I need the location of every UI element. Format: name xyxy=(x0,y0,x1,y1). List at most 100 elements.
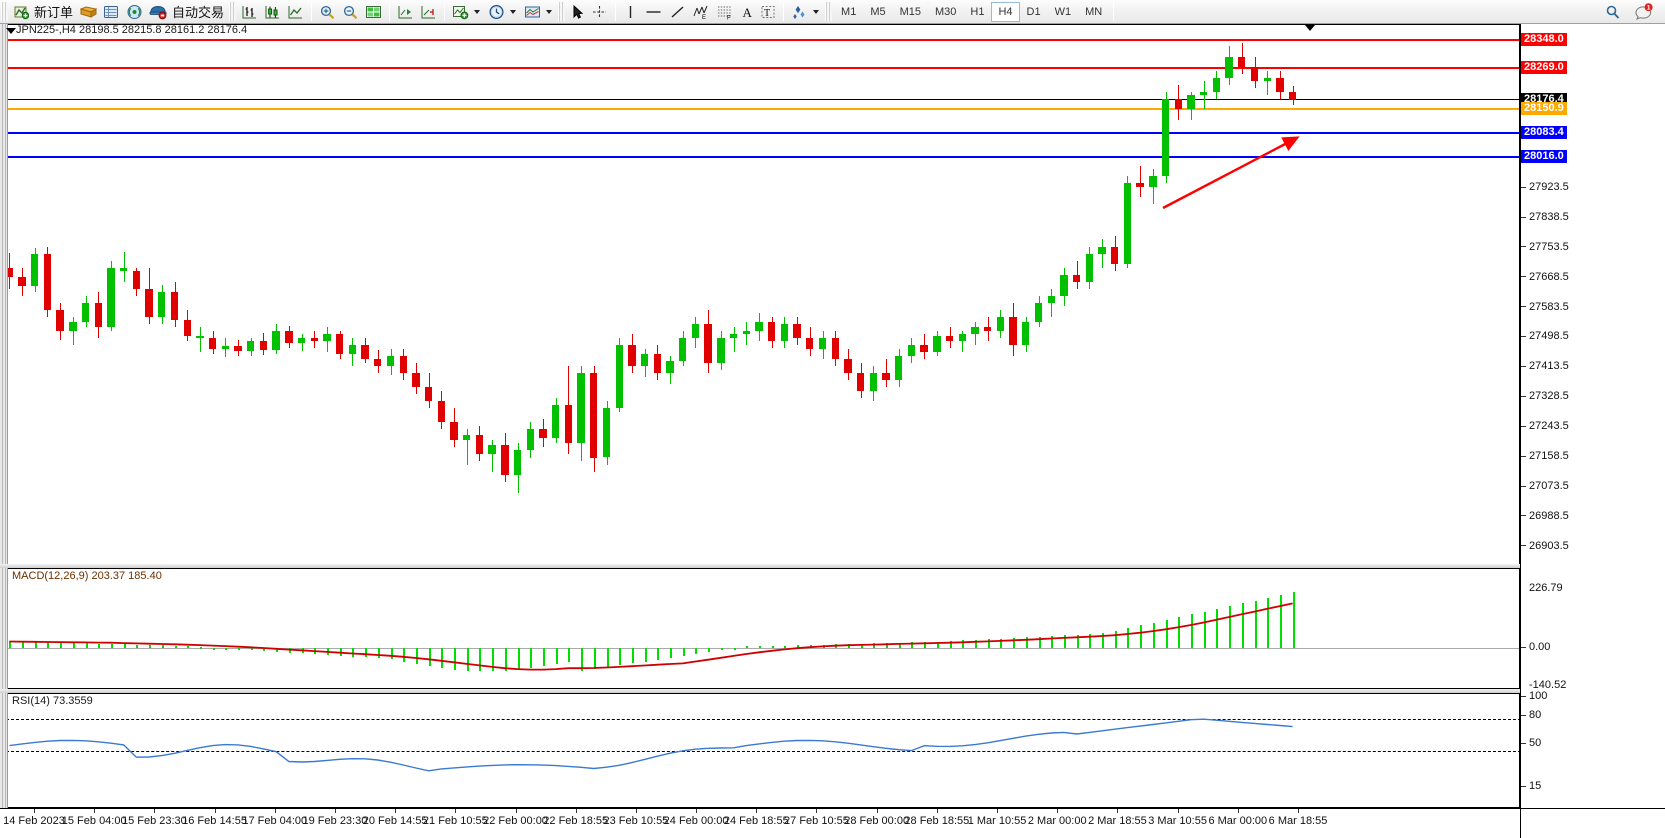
price-line-support-2[interactable] xyxy=(1,155,1519,158)
autotrading-label[interactable]: 自动交易 xyxy=(172,5,225,20)
timeframe-w1[interactable]: W1 xyxy=(1054,5,1072,18)
trend-arrow[interactable] xyxy=(1,25,1519,564)
add-indicator-icon[interactable] xyxy=(449,1,472,23)
macd-histogram-bar xyxy=(238,648,240,650)
price-line-resistance-1[interactable] xyxy=(1,66,1519,69)
candle-body xyxy=(386,355,395,367)
cursor-icon[interactable] xyxy=(567,1,588,23)
text-icon[interactable]: A xyxy=(737,1,757,23)
candle-body xyxy=(1022,322,1030,345)
data-window-icon[interactable] xyxy=(100,1,123,23)
timeframe-m5[interactable]: M5 xyxy=(870,5,886,18)
chart-area[interactable]: JPN225-,H4 28198.5 28215.8 28161.2 28176… xyxy=(0,24,1665,838)
toolbar-grip-1[interactable] xyxy=(1,2,8,21)
templates-icon[interactable] xyxy=(521,1,544,23)
time-tick-mark xyxy=(34,809,35,813)
candle-body xyxy=(793,323,801,338)
zoom-out-icon[interactable] xyxy=(339,1,362,23)
candle-body xyxy=(1047,295,1055,303)
text-label-icon[interactable]: T xyxy=(757,1,779,23)
autotrading-icon[interactable] xyxy=(146,1,170,23)
macd-histogram-bar xyxy=(607,648,609,668)
candle-body xyxy=(513,450,522,476)
vertical-line-icon[interactable] xyxy=(620,1,641,23)
price-line-pivot[interactable] xyxy=(1,108,1519,111)
macd-pane-grip[interactable] xyxy=(0,568,8,689)
elliott-wave-icon[interactable]: E xyxy=(689,1,713,23)
search-icon[interactable] xyxy=(1601,1,1625,23)
shapes-icon[interactable] xyxy=(788,1,811,23)
timeframe-m15[interactable]: M15 xyxy=(899,5,921,18)
scroll-end-icon[interactable] xyxy=(394,1,417,23)
period-icon[interactable] xyxy=(485,1,508,23)
candle-body xyxy=(196,336,204,338)
rsi-pane-grip[interactable] xyxy=(0,693,8,808)
price-tick: 27158.5 xyxy=(1521,450,1665,462)
candle-wick xyxy=(467,429,468,465)
timeframe-h4[interactable]: H4 xyxy=(991,1,1020,22)
shapes-dropdown-caret[interactable] xyxy=(813,9,820,14)
macd-histogram-bar xyxy=(111,643,113,648)
macd-histogram-bar xyxy=(1026,637,1028,648)
pane-divider-rsi[interactable] xyxy=(0,689,1520,693)
price-label-resistance-2[interactable]: 28348.0 xyxy=(1521,32,1567,46)
toolbar-grip-2[interactable] xyxy=(229,2,237,21)
macd-histogram-bar xyxy=(263,648,265,652)
time-tick-mark xyxy=(214,809,216,813)
timeframe-m30[interactable]: M30 xyxy=(935,5,957,18)
price-scale[interactable]: 27923.5 27838.5 27753.5 27668.5 27583.5 27498… xyxy=(1520,24,1665,808)
folder-icon[interactable] xyxy=(77,1,100,23)
price-line-current-price[interactable] xyxy=(1,99,1519,101)
time-scale[interactable]: 14 Feb 2023 15 Feb 04:00 15 Feb 23:30 16 Fe… xyxy=(0,808,1665,838)
add-indicator-dropdown-caret[interactable] xyxy=(474,9,481,14)
toolbar-grip-3[interactable] xyxy=(558,2,566,21)
macd-histogram-bar xyxy=(670,648,672,658)
chart-shift-icon[interactable] xyxy=(417,1,440,23)
timeframe-mn[interactable]: MN xyxy=(1085,5,1103,18)
horizontal-line-icon[interactable] xyxy=(641,1,666,23)
templates-dropdown-caret[interactable] xyxy=(546,9,553,14)
candlestick-chart-icon[interactable] xyxy=(261,1,284,23)
macd-histogram-bar xyxy=(505,648,507,671)
price-label-pivot[interactable]: 28150.9 xyxy=(1521,102,1567,116)
candle-body xyxy=(958,334,966,342)
toolbar-grip-4[interactable] xyxy=(825,2,833,21)
candle-body xyxy=(1187,95,1195,110)
time-tick-mark xyxy=(1177,809,1179,813)
price-line-resistance-2[interactable] xyxy=(1,38,1519,41)
chart-collapse-caret[interactable] xyxy=(6,28,16,34)
chat-icon[interactable]: 1 xyxy=(1631,1,1657,23)
price-label-support-1[interactable]: 28083.4 xyxy=(1521,125,1567,139)
pane-divider-macd[interactable] xyxy=(0,564,1520,568)
macd-pane[interactable] xyxy=(0,568,1520,689)
price-chart-pane[interactable] xyxy=(0,24,1520,564)
bar-chart-icon[interactable] xyxy=(238,1,261,23)
fibonacci-icon[interactable]: F xyxy=(713,1,737,23)
time-tick-mark xyxy=(997,809,999,813)
timeframe-d1[interactable]: D1 xyxy=(1026,5,1041,18)
candle-body xyxy=(488,445,496,454)
main-pane-grip[interactable] xyxy=(0,24,8,564)
line-chart-icon[interactable] xyxy=(284,1,307,23)
period-dropdown-caret[interactable] xyxy=(510,9,517,14)
candle-body xyxy=(755,322,763,331)
price-label-resistance-1[interactable]: 28269.0 xyxy=(1521,60,1567,74)
rsi-pane[interactable] xyxy=(0,693,1520,808)
macd-histogram-bar xyxy=(746,646,748,648)
timeframe-h1[interactable]: H1 xyxy=(970,5,985,18)
time-tick-label: 22 Feb 18:55 xyxy=(543,815,609,827)
price-label-support-2[interactable]: 28016.0 xyxy=(1521,149,1567,163)
signals-icon[interactable] xyxy=(123,1,146,23)
crosshair-icon[interactable] xyxy=(588,1,611,23)
candle-body xyxy=(5,267,14,278)
candle-wick xyxy=(1051,288,1052,317)
zoom-in-icon[interactable] xyxy=(316,1,339,23)
price-line-support-1[interactable] xyxy=(1,131,1519,134)
tile-windows-icon[interactable] xyxy=(362,1,385,23)
candle-body xyxy=(336,334,344,354)
timeframe-m1[interactable]: M1 xyxy=(841,5,857,18)
new-order-label[interactable]: 新订单 xyxy=(34,5,74,20)
trendline-icon[interactable] xyxy=(666,1,689,23)
chart-scroll-caret[interactable] xyxy=(1305,25,1315,31)
new-order-icon[interactable] xyxy=(10,1,32,23)
